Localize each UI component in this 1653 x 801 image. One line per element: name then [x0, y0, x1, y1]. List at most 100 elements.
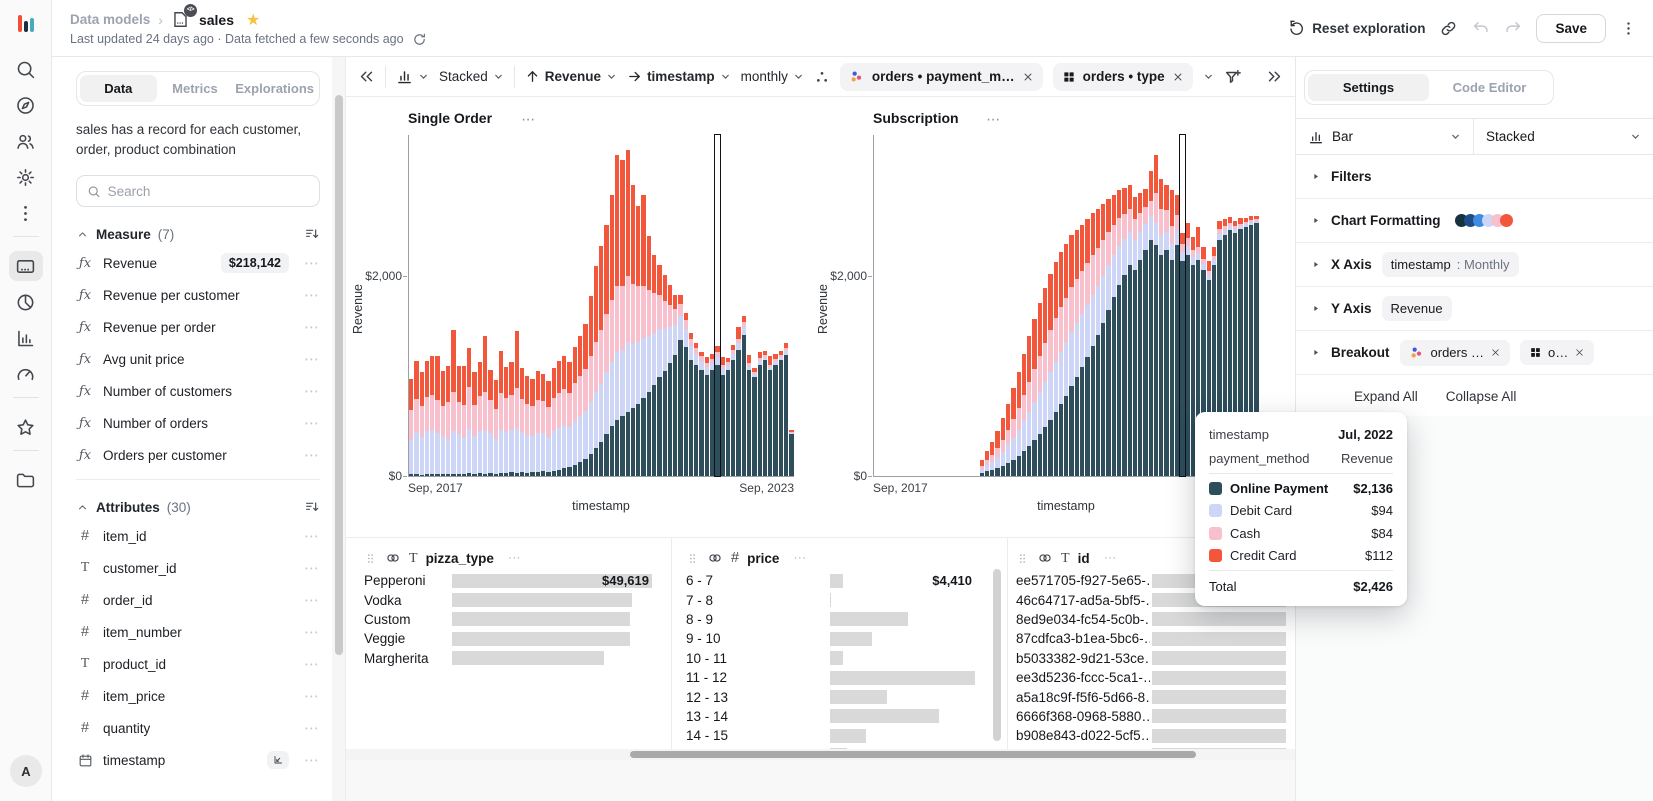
stacked-bar[interactable] [783, 135, 789, 476]
horizontal-scrollbar[interactable] [346, 749, 1295, 760]
field-item[interactable]: # item_number ⋯ [76, 616, 320, 648]
stacked-bar[interactable] [778, 135, 783, 476]
chevron-up-icon[interactable] [76, 228, 89, 241]
stacked-bar[interactable] [1227, 135, 1233, 476]
breakout-icon[interactable] [814, 69, 830, 85]
stacked-bar[interactable] [959, 135, 963, 476]
stacked-bar[interactable] [1090, 135, 1095, 476]
tab-metrics[interactable]: Metrics [172, 81, 218, 96]
stacked-bar[interactable] [1111, 135, 1116, 476]
stacked-bar[interactable] [752, 135, 757, 476]
stacked-bar[interactable] [757, 135, 762, 476]
stacked-bar[interactable] [1254, 135, 1259, 476]
stacked-bar[interactable] [762, 135, 768, 476]
field-menu-icon[interactable]: ⋯ [304, 528, 320, 546]
chart-menu-icon[interactable]: ⋯ [521, 111, 537, 127]
preview-row[interactable]: 11 - 12 [672, 668, 1007, 687]
stacked-bar[interactable] [562, 135, 567, 476]
drag-handle-icon[interactable] [364, 552, 377, 565]
search-input[interactable] [107, 183, 309, 199]
search-box[interactable] [76, 175, 320, 208]
stacked-bar[interactable] [1048, 135, 1053, 476]
field-menu-icon[interactable]: ⋯ [304, 752, 320, 770]
stack-mode-select[interactable]: Stacked [1474, 119, 1653, 154]
highlighted-bar[interactable] [1179, 134, 1186, 477]
drag-handle-icon[interactable] [1016, 552, 1029, 565]
preview-row[interactable]: b908e843-d022-5cf5… [1008, 726, 1295, 745]
link-collapse-all[interactable]: Collapse All [1445, 389, 1517, 404]
stacked-bar[interactable] [874, 135, 878, 476]
field-item[interactable]: ƒx Number of orders ⋯ [76, 407, 320, 439]
stacked-bar[interactable] [567, 135, 572, 476]
stacked-bar[interactable] [514, 135, 519, 476]
preview-row[interactable]: Custom [346, 610, 671, 629]
field-item[interactable]: ƒx Revenue per order ⋯ [76, 311, 320, 343]
stacked-bar[interactable] [1058, 135, 1064, 476]
x-field-select[interactable]: timestamp [627, 69, 731, 84]
stacked-bar[interactable] [620, 135, 625, 476]
stacked-bar[interactable] [1169, 135, 1175, 476]
stacked-bar[interactable] [583, 135, 588, 476]
stacked-bar[interactable] [741, 135, 746, 476]
breakout-pill[interactable]: o… [1519, 340, 1595, 365]
caret-right-icon[interactable] [1310, 259, 1321, 270]
close-icon[interactable] [1490, 347, 1501, 358]
stacked-bar[interactable] [1037, 135, 1042, 476]
stacked-bar[interactable] [556, 135, 562, 476]
preview-row[interactable]: Veggie [346, 629, 671, 648]
field-menu-icon[interactable]: ⋯ [304, 255, 320, 273]
section-header[interactable]: Measure (7) [76, 221, 320, 247]
stacked-bar[interactable] [546, 135, 551, 476]
stacked-bar[interactable] [1248, 135, 1254, 476]
settings-section-breakout[interactable]: Breakout orders … o… [1296, 331, 1653, 375]
stack-mode-select[interactable]: Stacked [439, 69, 504, 84]
chevron-up-icon[interactable] [76, 501, 89, 514]
settings-section-y-axis[interactable]: Y Axis Revenue [1296, 287, 1653, 331]
stacked-bar[interactable] [488, 135, 493, 476]
stacked-bar[interactable] [1164, 135, 1169, 476]
stacked-bar[interactable] [932, 135, 936, 476]
stacked-bar[interactable] [472, 135, 477, 476]
stacked-bar[interactable] [551, 135, 556, 476]
stacked-bar[interactable] [984, 135, 990, 476]
stacked-bar[interactable] [1085, 135, 1090, 476]
stacked-bar[interactable] [927, 135, 931, 476]
granularity-select[interactable]: monthly [741, 69, 804, 84]
preview-row[interactable]: 12 - 13 [672, 687, 1007, 706]
field-item[interactable]: # item_id ⋯ [76, 520, 320, 552]
rail-gear-icon[interactable] [9, 162, 43, 192]
stacked-bar[interactable] [646, 135, 651, 476]
stacked-bar[interactable] [430, 135, 435, 476]
stacked-bar[interactable] [964, 135, 968, 476]
stacked-bar[interactable] [504, 135, 509, 476]
stacked-bar[interactable] [535, 135, 541, 476]
stacked-bar[interactable] [477, 135, 482, 476]
stacked-bar[interactable] [890, 135, 894, 476]
stacked-bar[interactable] [461, 135, 467, 476]
stacked-bar[interactable] [614, 135, 620, 476]
stacked-bar[interactable] [773, 135, 778, 476]
stacked-bar[interactable] [720, 135, 725, 476]
stacked-bar[interactable] [435, 135, 440, 476]
stacked-bar[interactable] [1190, 135, 1196, 476]
caret-right-icon[interactable] [1310, 347, 1321, 358]
stacked-bar[interactable] [1122, 135, 1127, 476]
field-menu-icon[interactable]: ⋯ [304, 720, 320, 738]
field-menu-icon[interactable]: ⋯ [304, 351, 320, 369]
field-item[interactable]: ƒx Number of customers ⋯ [76, 375, 320, 407]
column-header[interactable]: # price ⋯ [672, 545, 1007, 571]
column-menu-icon[interactable]: ⋯ [793, 550, 808, 565]
field-menu-icon[interactable]: ⋯ [304, 319, 320, 337]
section-header[interactable]: Attributes (30) [76, 494, 320, 520]
stacked-bar[interactable] [1053, 135, 1058, 476]
stacked-bar[interactable] [667, 135, 673, 476]
breadcrumb-root[interactable]: Data models [70, 12, 151, 27]
viz-type-select[interactable]: Bar [1296, 119, 1474, 154]
preview-row[interactable]: 10 - 11 [672, 649, 1007, 668]
field-item[interactable]: ƒx Revenue per customer ⋯ [76, 279, 320, 311]
preview-row[interactable]: Vodka [346, 590, 671, 609]
stacked-bar[interactable] [1138, 135, 1143, 476]
field-item[interactable]: ƒx Avg unit price ⋯ [76, 343, 320, 375]
preview-row[interactable]: Margherita [346, 649, 671, 668]
stacked-bar[interactable] [768, 135, 773, 476]
